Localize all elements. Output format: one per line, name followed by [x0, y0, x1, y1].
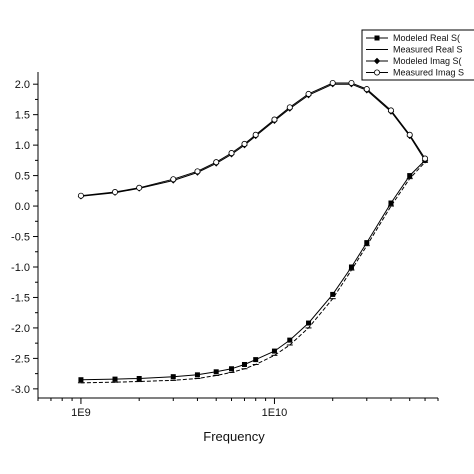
data-point — [213, 369, 219, 375]
y-tick-label: -2.5 — [11, 353, 30, 365]
data-point — [329, 79, 336, 86]
data-point — [387, 107, 394, 114]
data-point — [348, 79, 355, 86]
y-tick-label: 0.5 — [15, 171, 30, 183]
legend-entry: Modeled Real S( — [366, 33, 460, 43]
data-point — [364, 240, 370, 246]
legend-marker — [374, 35, 380, 41]
x-axis-label: Frequency — [203, 429, 265, 444]
data-point — [213, 159, 220, 166]
data-point — [229, 366, 235, 372]
data-point — [194, 168, 201, 175]
y-tick-label: -1.0 — [11, 262, 30, 274]
data-point — [228, 150, 235, 157]
legend-entry: Modeled Imag S( — [366, 56, 462, 66]
series-1 — [78, 157, 428, 383]
data-point — [363, 86, 370, 93]
data-point — [422, 155, 429, 162]
data-point — [286, 104, 293, 111]
y-tick-label: 1.5 — [15, 110, 30, 122]
legend-entry: Measured Imag S — [366, 68, 464, 78]
legend-label: Measured Real S — [393, 45, 463, 55]
y-tick-label: -1.5 — [11, 292, 30, 304]
y-tick-label: 2.0 — [15, 79, 30, 91]
data-point — [305, 90, 312, 97]
series-line — [80, 161, 426, 384]
y-tick-label: -3.0 — [11, 384, 30, 396]
legend-label: Modeled Real S( — [393, 33, 460, 43]
x-ticks: 1E9 1E10 — [37, 398, 439, 419]
data-point — [241, 361, 247, 367]
data-point — [78, 377, 84, 383]
data-point — [136, 376, 142, 382]
data-point — [136, 184, 143, 191]
data-point — [330, 291, 336, 297]
legend-marker — [373, 57, 381, 65]
data-point — [170, 374, 176, 380]
data-point — [388, 200, 394, 206]
data-point — [77, 192, 84, 199]
data-point — [170, 176, 177, 183]
plot-area: 2.01.51.00.50.0-0.5-1.0-1.5-2.0-2.5-3.0 … — [11, 72, 439, 419]
data-point — [287, 337, 293, 343]
y-tick-label: 0.0 — [15, 201, 30, 213]
series-3 — [77, 80, 429, 200]
series-line — [80, 160, 426, 381]
y-tick-label: -2.0 — [11, 323, 30, 335]
legend-entry: Measured Real S — [366, 45, 463, 55]
data-point — [271, 116, 278, 123]
legend-label: Modeled Imag S( — [393, 56, 462, 66]
legend-marker — [373, 69, 380, 76]
data-point — [252, 131, 259, 138]
data-point — [194, 372, 200, 378]
series-2 — [77, 161, 429, 384]
x-tick-label: 1E9 — [71, 407, 91, 419]
y-tick-label: 1.0 — [15, 140, 30, 152]
series-4 — [77, 79, 429, 199]
x-tick-label: 1E10 — [262, 407, 288, 419]
data-point — [241, 140, 248, 147]
y-ticks: 2.0 1.5 1.0 0.5 0.0 -0.5 -1.0 -1.5 -2.0 -2.5 -3.0 — [11, 79, 38, 396]
data-point — [407, 173, 413, 179]
series-layer — [77, 79, 429, 384]
data-point — [112, 376, 118, 382]
data-point — [348, 264, 354, 270]
data-point — [271, 348, 277, 354]
series-line — [80, 83, 426, 197]
series-line — [80, 82, 426, 197]
data-point — [306, 320, 312, 326]
data-point — [406, 131, 413, 138]
legend-label: Measured Imag S — [393, 68, 464, 78]
y-tick-label: -0.5 — [11, 232, 30, 244]
data-point — [253, 357, 259, 363]
data-point — [112, 189, 119, 196]
